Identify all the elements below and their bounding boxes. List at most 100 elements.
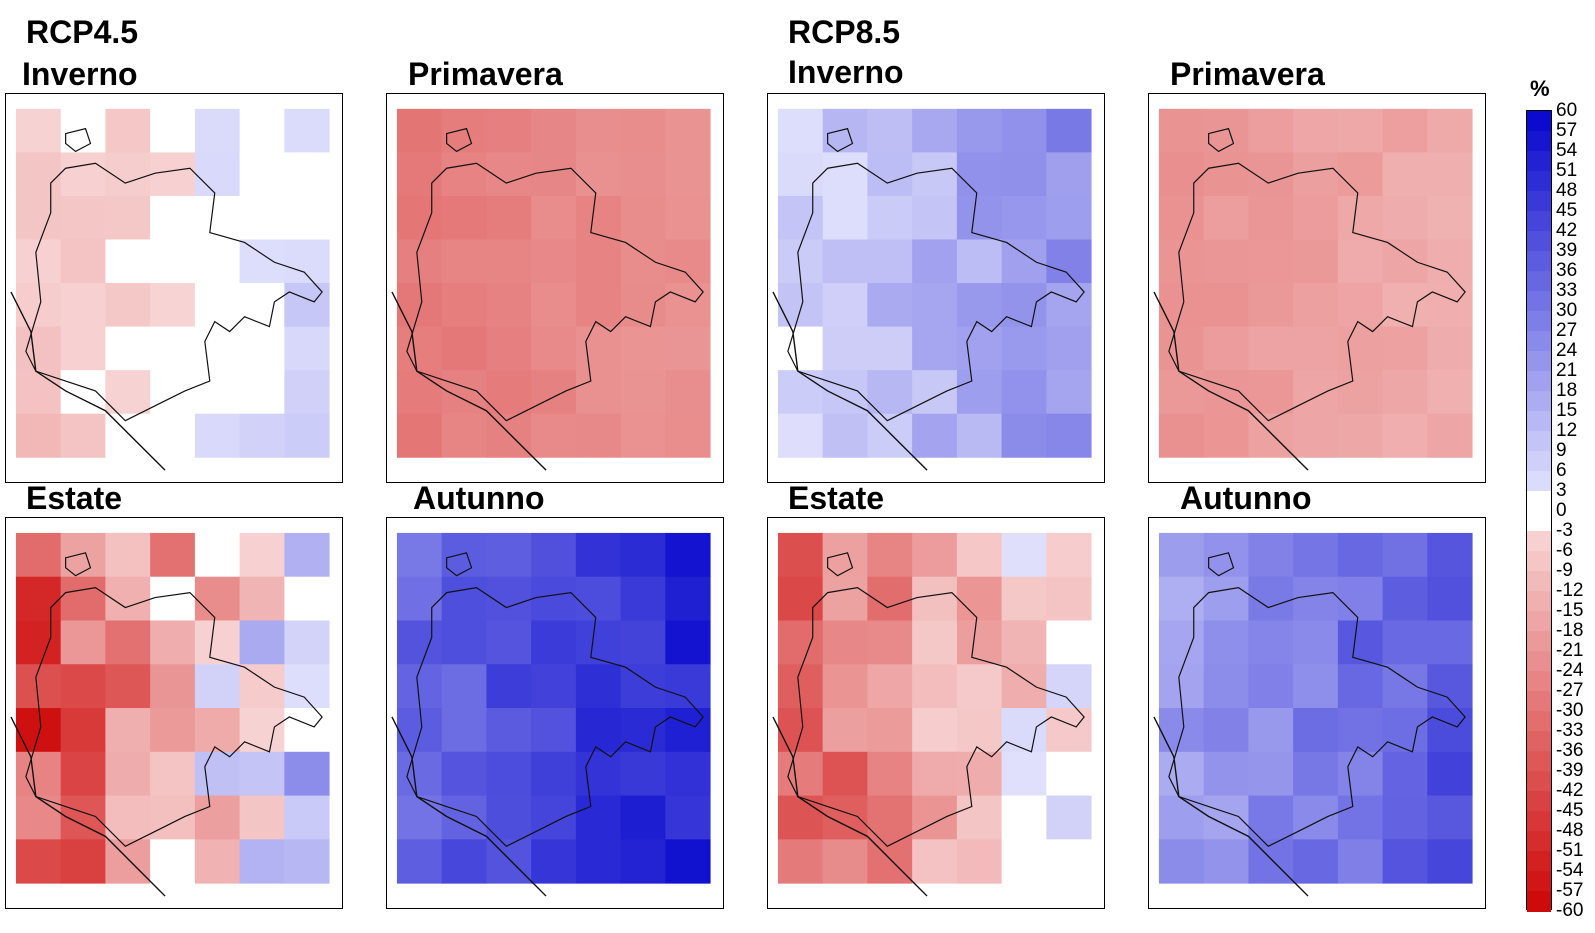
grid-cell: [486, 708, 532, 753]
grid-cell: [1293, 839, 1339, 884]
map-svg: [10, 108, 330, 471]
grid-cell: [150, 664, 196, 709]
grid-cell: [284, 283, 330, 328]
colorbar-tick-label: -24: [1556, 660, 1584, 681]
grid-cell: [1337, 108, 1384, 153]
grid-cell: [1337, 413, 1384, 458]
grid-cell: [105, 620, 151, 665]
grid-cell: [1046, 532, 1092, 578]
grid-cell: [1427, 152, 1473, 197]
coastline: [10, 291, 166, 471]
season-title-rcp45-estate: Estate: [26, 480, 123, 516]
grid-cell: [1248, 532, 1294, 578]
grid-cell: [956, 795, 1003, 840]
grid-cell: [777, 283, 824, 328]
map-svg: [1153, 532, 1473, 897]
grid-cell: [1248, 326, 1294, 371]
grid-cell: [665, 108, 711, 153]
grid-cell: [1248, 108, 1294, 153]
grid-cell: [1001, 576, 1047, 621]
grid-cell: [822, 195, 868, 240]
grid-cell: [150, 795, 196, 840]
colorbar-tick-label: 48: [1556, 180, 1578, 201]
grid-cell: [284, 326, 330, 371]
grid-cell: [1293, 239, 1339, 284]
grid-cell: [665, 532, 711, 578]
grid-cell: [1427, 108, 1473, 153]
grid-cell: [239, 326, 285, 371]
grid-cell: [1158, 195, 1205, 240]
grid-cell: [1293, 108, 1339, 153]
grid-cell: [777, 620, 824, 665]
grid-cell: [1293, 532, 1339, 578]
grid-cell: [239, 283, 285, 328]
grid-cell: [1382, 751, 1428, 797]
grid-cell: [239, 839, 285, 884]
colorbar-segment: [1527, 151, 1551, 172]
colorbar-tick-label: 0: [1556, 500, 1567, 521]
grid-cell: [239, 413, 285, 458]
grid-cell: [1293, 326, 1339, 371]
grid-cell: [60, 239, 106, 284]
grid-cell: [822, 708, 868, 753]
grid-cell: [150, 413, 196, 458]
grid-cell: [284, 795, 330, 840]
grid-cell: [620, 283, 666, 328]
grid-cell: [60, 576, 106, 621]
grid-cell: [956, 239, 1003, 284]
grid-cell: [575, 839, 622, 884]
grid-cell: [822, 108, 868, 153]
grid-cell: [396, 532, 443, 578]
grid-cell: [777, 532, 824, 578]
grid-cell: [284, 152, 330, 197]
grid-cell: [1382, 839, 1428, 884]
grid-cell: [1203, 708, 1249, 753]
colorbar-segment: [1527, 271, 1551, 292]
colorbar-segment: [1527, 311, 1551, 332]
colorbar-segment: [1527, 451, 1551, 472]
grid-cell: [150, 839, 196, 884]
grid-cell: [1293, 413, 1339, 458]
grid-cell: [150, 620, 196, 665]
grid-cell: [1427, 370, 1473, 415]
grid-cell: [1427, 283, 1473, 328]
grid-cell: [150, 108, 196, 153]
grid-cell: [665, 576, 711, 621]
colorbar-segment: [1527, 631, 1551, 652]
grid-cell: [1293, 751, 1339, 797]
grid-cell: [1427, 751, 1473, 797]
grid-cell: [284, 664, 330, 709]
municipality-boundary: [25, 127, 323, 422]
grid-cell: [1427, 532, 1473, 578]
grid-cell: [822, 576, 868, 621]
grid-cell: [239, 664, 285, 709]
map-svg: [1153, 108, 1473, 471]
grid-cell: [1382, 664, 1428, 709]
grid-cell: [1337, 708, 1384, 753]
grid-cell: [956, 620, 1003, 665]
grid-cell: [194, 283, 241, 328]
season-title-rcp45-autunno: Autunno: [413, 480, 545, 516]
colorbar-segment: [1527, 891, 1551, 912]
grid-cell: [1158, 413, 1205, 458]
grid-cell: [531, 239, 577, 284]
grid-cell: [912, 576, 958, 621]
municipality-boundary: [1168, 552, 1466, 848]
grid-cell: [665, 195, 711, 240]
colorbar-tick-label: 9: [1556, 440, 1567, 461]
grid-cell: [665, 620, 711, 665]
municipality-boundary: [406, 552, 704, 848]
grid-cell: [1248, 839, 1294, 884]
grid-cell: [867, 195, 913, 240]
grid-cell: [575, 283, 622, 328]
grid-cell: [60, 751, 106, 797]
colorbar-segment: [1527, 831, 1551, 852]
grid-cell: [1337, 195, 1384, 240]
grid-cell: [822, 413, 868, 458]
colorbar-segment: [1527, 651, 1551, 672]
colorbar-tick-label: -45: [1556, 800, 1584, 821]
colorbar-segment: [1527, 751, 1551, 772]
grid-cell: [665, 839, 711, 884]
grid-cell: [912, 239, 958, 284]
grid-cell: [396, 839, 443, 884]
